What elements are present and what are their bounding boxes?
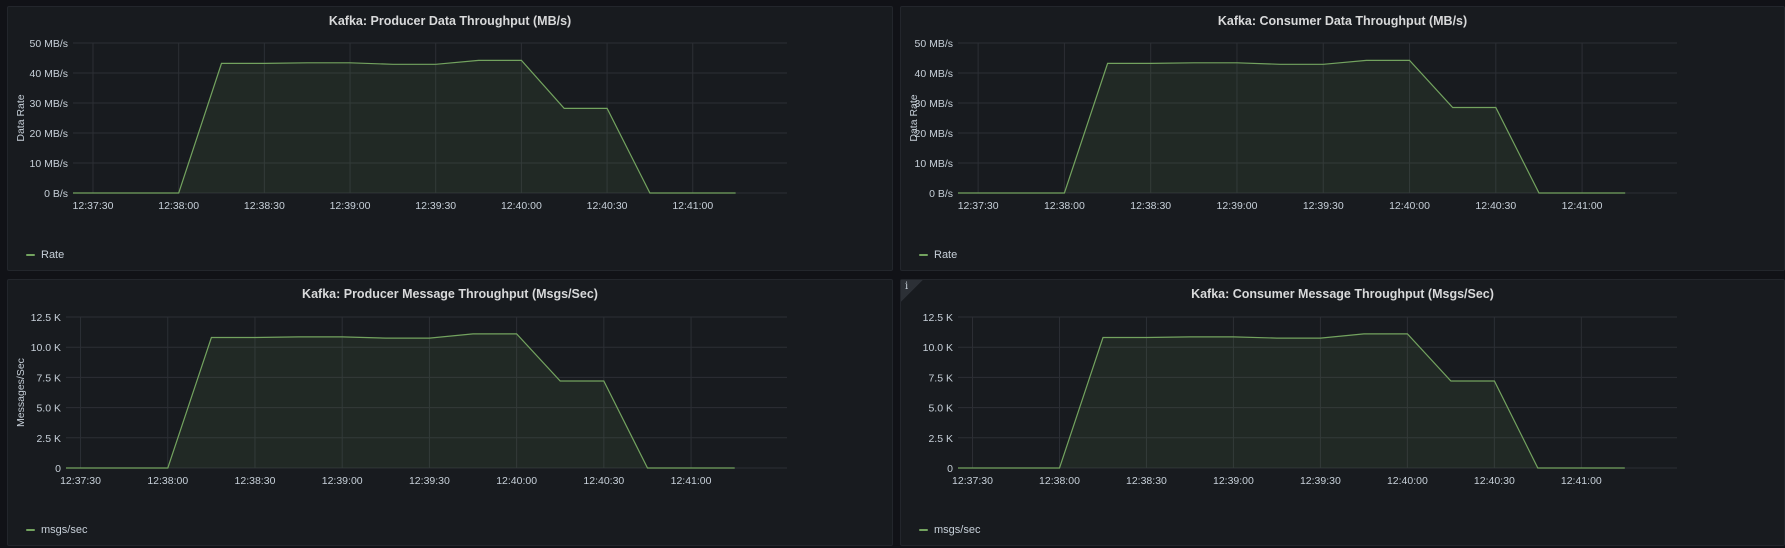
- panel-title[interactable]: Kafka: Consumer Data Throughput (MB/s): [1217, 14, 1468, 28]
- y-tick-label: 2.5 K: [36, 433, 61, 445]
- legend-swatch: [919, 254, 928, 256]
- panel-info-corner[interactable]: i: [901, 280, 923, 302]
- x-tick-label: 12:38:30: [1126, 475, 1167, 487]
- series-line: [958, 333, 1625, 469]
- info-icon[interactable]: i: [905, 281, 909, 292]
- y-tick-label: 40 MB/s: [29, 68, 68, 80]
- series-area: [73, 60, 736, 194]
- y-tick-label: 30 MB/s: [914, 98, 953, 110]
- series-line: [66, 333, 735, 469]
- x-tick-label: 12:41:00: [1562, 200, 1603, 212]
- producer-data-throughput-panel: Kafka: Producer Data Throughput (MB/s) 0…: [7, 6, 893, 271]
- series-area: [958, 60, 1626, 194]
- x-tick-label: 12:39:30: [409, 475, 450, 487]
- x-tick-label: 12:40:00: [496, 475, 537, 487]
- y-tick-label: 20 MB/s: [29, 128, 68, 140]
- x-tick-label: 12:40:30: [583, 475, 624, 487]
- panel-title[interactable]: Kafka: Producer Data Throughput (MB/s): [328, 14, 572, 28]
- x-tick-label: 12:37:30: [952, 475, 993, 487]
- x-tick-label: 12:38:00: [1039, 475, 1080, 487]
- producer-message-throughput-panel: Kafka: Producer Message Throughput (Msgs…: [7, 279, 893, 546]
- y-tick-label: 12.5 K: [923, 312, 953, 324]
- y-tick-label: 50 MB/s: [29, 38, 68, 50]
- series-line: [958, 59, 1626, 194]
- x-tick-label: 12:38:00: [147, 475, 188, 487]
- y-axis-label: Data Rate: [908, 94, 920, 141]
- x-tick-label: 12:37:30: [958, 200, 999, 212]
- y-tick-label: 5.0 K: [36, 403, 61, 415]
- legend-swatch: [26, 254, 35, 256]
- y-tick-label: 20 MB/s: [914, 128, 953, 140]
- producer-data-throughput-chart: 0 B/s 10 MB/s 20 MB/s 30 MB/s 40 MB/s 50 MB/s…: [15, 38, 787, 212]
- legend-series-name[interactable]: Rate: [934, 249, 958, 261]
- chart-legend: Rate: [26, 249, 64, 261]
- y-tick-label: 12.5 K: [31, 312, 61, 324]
- x-tick-label: 12:38:00: [158, 200, 199, 212]
- legend-series-name[interactable]: msgs/sec: [934, 524, 981, 536]
- x-tick-label: 12:39:30: [1303, 200, 1344, 212]
- y-axis-label: Data Rate: [15, 94, 27, 141]
- x-tick-label: 12:39:30: [415, 200, 456, 212]
- y-tick-label: 10 MB/s: [914, 158, 953, 170]
- x-tick-label: 12:40:00: [1389, 200, 1430, 212]
- y-axis-label: Messages/Sec: [15, 358, 27, 427]
- x-tick-label: 12:40:00: [501, 200, 542, 212]
- x-tick-label: 12:41:00: [671, 475, 712, 487]
- x-tick-label: 12:40:30: [1474, 475, 1515, 487]
- y-tick-label: 0: [55, 463, 61, 475]
- y-tick-label: 10.0 K: [31, 342, 61, 354]
- x-tick-label: 12:39:00: [330, 200, 371, 212]
- x-tick-label: 12:37:30: [73, 200, 114, 212]
- x-tick-label: 12:40:00: [1387, 475, 1428, 487]
- chart-legend: msgs/sec: [26, 524, 87, 536]
- y-tick-label: 0: [947, 463, 953, 475]
- y-tick-label: 0 B/s: [44, 188, 68, 200]
- y-tick-label: 5.0 K: [928, 403, 953, 415]
- series-area: [958, 333, 1625, 468]
- consumer-data-throughput-panel: Kafka: Consumer Data Throughput (MB/s) 0…: [900, 6, 1785, 271]
- x-tick-label: 12:37:30: [60, 475, 101, 487]
- legend-series-name[interactable]: Rate: [41, 249, 65, 261]
- x-tick-label: 12:40:30: [587, 200, 628, 212]
- y-tick-label: 40 MB/s: [914, 68, 953, 80]
- x-tick-label: 12:38:30: [235, 475, 276, 487]
- y-tick-label: 30 MB/s: [29, 98, 68, 110]
- consumer-message-throughput-chart: 0 2.5 K 5.0 K 7.5 K 10.0 K 12.5 K 12:37:30 12:3…: [923, 312, 1677, 487]
- y-tick-label: 2.5 K: [928, 433, 953, 445]
- y-tick-label: 10.0 K: [923, 342, 953, 354]
- x-tick-label: 12:41:00: [672, 200, 713, 212]
- legend-swatch: [26, 529, 35, 531]
- chart-legend: Rate: [919, 249, 957, 261]
- x-tick-label: 12:39:30: [1300, 475, 1341, 487]
- chart-legend: msgs/sec: [919, 524, 980, 536]
- x-tick-label: 12:38:30: [244, 200, 285, 212]
- x-tick-label: 12:41:00: [1561, 475, 1602, 487]
- y-tick-label: 50 MB/s: [914, 38, 953, 50]
- consumer-data-throughput-chart: 0 B/s 10 MB/s 20 MB/s 30 MB/s 40 MB/s 50 MB/s…: [908, 38, 1677, 212]
- y-tick-label: 0 B/s: [929, 188, 953, 200]
- x-tick-label: 12:39:00: [322, 475, 363, 487]
- legend-swatch: [919, 529, 928, 531]
- y-tick-label: 10 MB/s: [29, 158, 68, 170]
- x-tick-label: 12:39:00: [1217, 200, 1258, 212]
- x-tick-label: 12:39:00: [1213, 475, 1254, 487]
- producer-message-throughput-chart: 0 2.5 K 5.0 K 7.5 K 10.0 K 12.5 K 12:37:30 12:3…: [15, 312, 787, 487]
- x-tick-label: 12:40:30: [1475, 200, 1516, 212]
- panel-title[interactable]: Kafka: Producer Message Throughput (Msgs…: [302, 287, 598, 301]
- panel-title[interactable]: Kafka: Consumer Message Throughput (Msgs…: [1191, 287, 1494, 301]
- consumer-message-throughput-panel: i Kafka: Consumer Message Throughput (Ms…: [900, 279, 1785, 546]
- y-tick-label: 7.5 K: [928, 372, 953, 384]
- series-line: [73, 59, 736, 194]
- x-tick-label: 12:38:30: [1130, 200, 1171, 212]
- legend-series-name[interactable]: msgs/sec: [41, 524, 88, 536]
- y-tick-label: 7.5 K: [36, 372, 61, 384]
- x-tick-label: 12:38:00: [1044, 200, 1085, 212]
- series-area: [66, 333, 735, 468]
